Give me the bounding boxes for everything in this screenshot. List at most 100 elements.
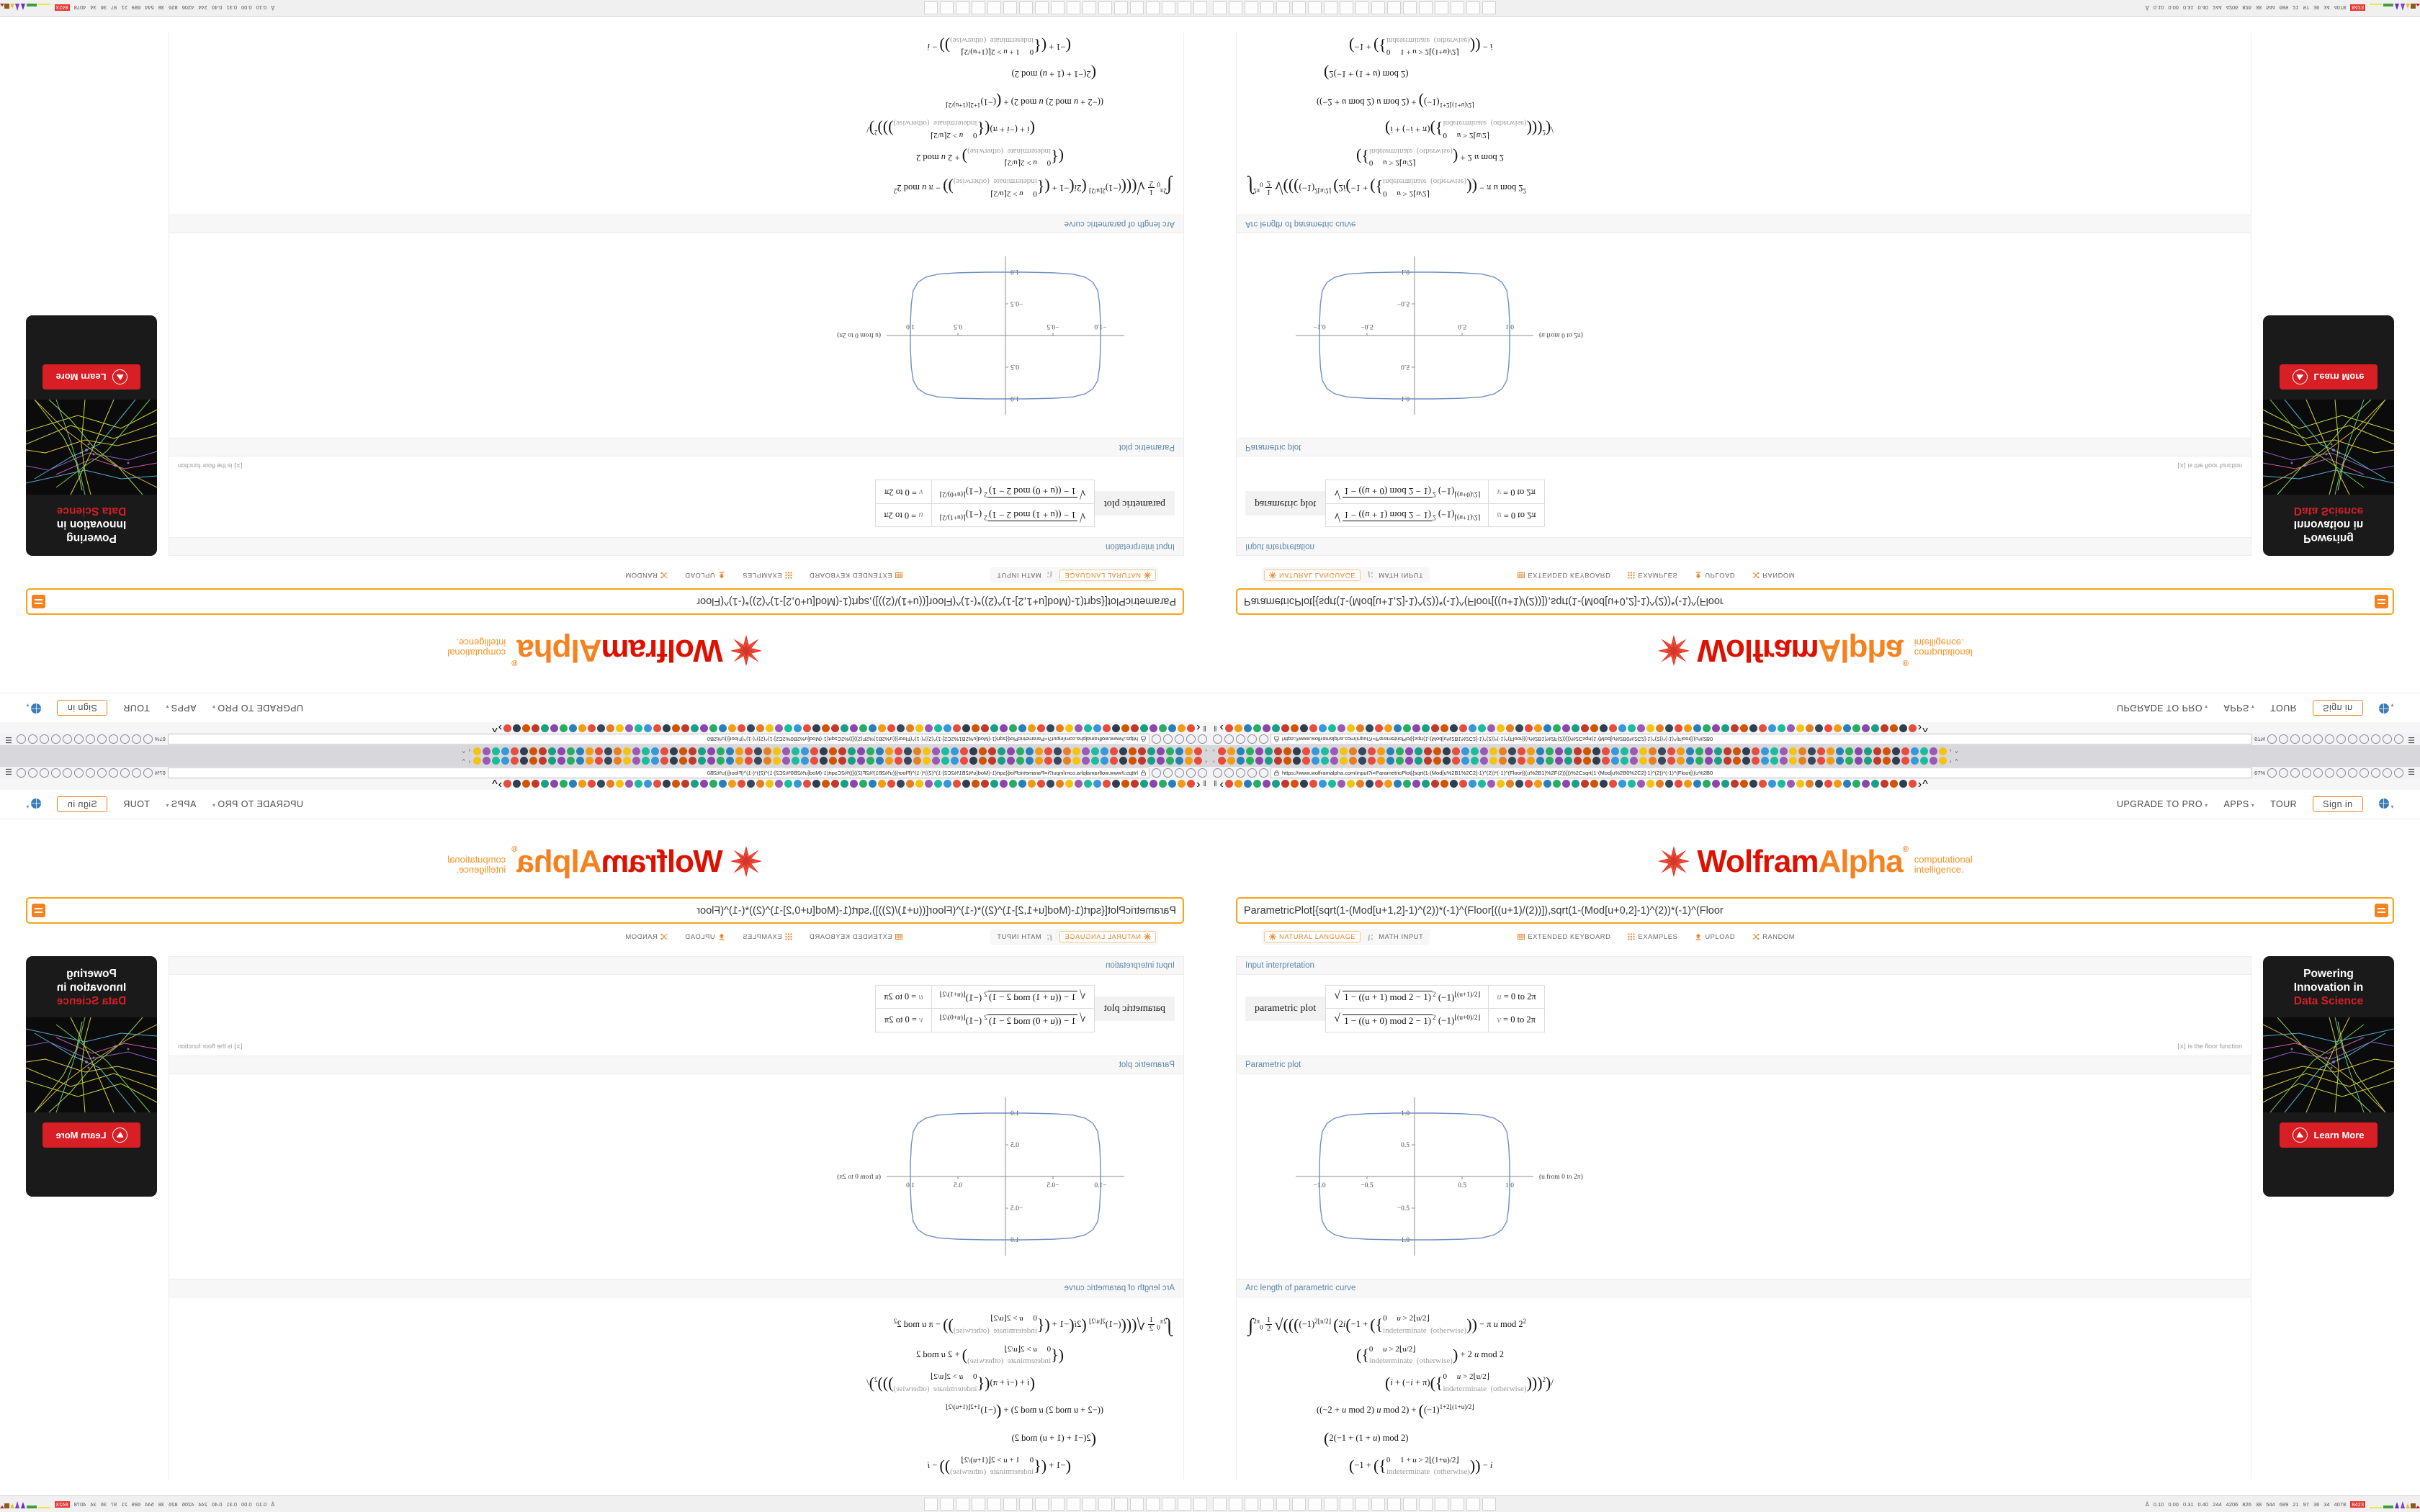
bookmark-favicon[interactable] [1028, 779, 1036, 788]
tab-favicon[interactable] [1498, 747, 1507, 756]
bookmark-favicon[interactable] [1402, 724, 1411, 733]
tab-favicon[interactable] [1404, 747, 1413, 756]
reload-icon[interactable] [1175, 734, 1184, 744]
tab-favicon[interactable] [1358, 756, 1366, 765]
bookmark-favicon[interactable] [1655, 724, 1664, 733]
bookmarks-scroll-icon[interactable]: ‹ [1196, 779, 1201, 791]
back-icon[interactable] [1198, 734, 1207, 744]
bookmark-favicon[interactable] [1786, 724, 1795, 733]
tab-scroll-left-icon[interactable]: ‹ [1205, 758, 1207, 765]
bookmark-favicon[interactable] [1711, 779, 1720, 788]
parametric-plot-chart[interactable]: −1.0 −0.5 0.5 1.0 −1.0 −0.5 0.5 1.0 (u from 0 to… [1252, 1087, 1627, 1266]
bookmark-favicon[interactable] [1889, 724, 1898, 733]
tab-favicon[interactable] [1110, 747, 1119, 756]
bookmark-favicon[interactable] [915, 724, 924, 733]
bookmark-favicon[interactable] [1150, 779, 1158, 788]
bookmark-favicon[interactable] [1571, 779, 1579, 788]
wolframalpha-logo[interactable]: WolframAlpha® computational intelligence… [447, 844, 763, 879]
tab-favicon[interactable] [1742, 747, 1750, 756]
home-icon[interactable] [1247, 734, 1257, 744]
bookmark-favicon[interactable] [1430, 724, 1439, 733]
tab-favicon[interactable] [1751, 756, 1760, 765]
taskbar-item-screenshot[interactable] [1435, 1, 1448, 14]
bookmark-favicon[interactable] [1271, 779, 1280, 788]
tab-favicon[interactable] [1320, 756, 1329, 765]
examples-button[interactable]: EXAMPLES [743, 572, 792, 579]
tab-favicon[interactable] [511, 747, 519, 756]
bookmark-favicon[interactable] [1767, 724, 1776, 733]
bookmark-favicon[interactable] [1636, 724, 1645, 733]
zoom-level[interactable]: 67% [154, 770, 166, 776]
share-icon[interactable] [2290, 734, 2300, 744]
tab-favicon[interactable] [866, 747, 875, 756]
taskbar-item-notepad[interactable] [1260, 1, 1274, 14]
bookmark-favicon[interactable] [934, 724, 943, 733]
tab-favicon[interactable] [717, 747, 725, 756]
upload-button[interactable]: UPLOAD [685, 933, 725, 940]
taskbar-item-save[interactable] [1162, 1498, 1175, 1511]
random-button[interactable]: RANDOM [1752, 933, 1795, 940]
tab-favicon-list[interactable] [472, 744, 1203, 756]
nav-upgrade-to-pro[interactable]: UPGRADE TO PRO▾ [2117, 799, 2208, 809]
bookmark-favicon[interactable] [1037, 724, 1046, 733]
bookmark-favicon[interactable] [831, 779, 840, 788]
bookmark-favicon[interactable] [1028, 724, 1036, 733]
bookmark-favicon[interactable] [1421, 779, 1430, 788]
tab-favicon[interactable] [1891, 747, 1900, 756]
tab-favicon[interactable] [1732, 747, 1741, 756]
bookmark-favicon[interactable] [1281, 724, 1289, 733]
language-selector[interactable]: ▾ [2378, 798, 2394, 811]
tab-favicon[interactable] [1175, 756, 1184, 765]
bookmark-favicon[interactable] [869, 724, 877, 733]
sidebar-advertisement[interactable]: Powering Innovation in Data Science [2263, 315, 2394, 556]
bookmark-favicon[interactable] [1252, 724, 1261, 733]
tab-favicon[interactable] [820, 747, 828, 756]
adblock-icon[interactable] [2336, 734, 2347, 744]
bookmark-folder-icon[interactable] [1259, 768, 1268, 778]
bookmark-favicon[interactable] [1571, 724, 1579, 733]
extended-keyboard-button[interactable]: EXTENDED KEYBOARD [1518, 933, 1610, 940]
bookmark-favicon[interactable] [709, 779, 718, 788]
bookmark-favicon[interactable] [1805, 779, 1814, 788]
bookmark-favicon[interactable] [663, 724, 671, 733]
tab-favicon[interactable] [1826, 756, 1834, 765]
bookmark-folder-icon[interactable] [1152, 768, 1161, 778]
bookmark-favicon[interactable] [1721, 724, 1729, 733]
bookmark-favicon[interactable] [1824, 724, 1832, 733]
bookmark-favicon[interactable] [616, 724, 624, 733]
bookmark-favicon[interactable] [1561, 724, 1570, 733]
bookmarks-more-icon[interactable]: › [1917, 721, 1922, 734]
tab-favicon[interactable] [1330, 756, 1338, 765]
tab-favicon[interactable] [576, 756, 585, 765]
taskbar-item-document[interactable] [1466, 1, 1480, 14]
tab-favicon[interactable] [1910, 747, 1919, 756]
tab-favicon[interactable] [670, 747, 678, 756]
tab-favicon[interactable] [1601, 756, 1610, 765]
bookmark-favicon[interactable] [1833, 779, 1842, 788]
bookmark-favicon[interactable] [672, 779, 681, 788]
tab-favicon[interactable] [586, 747, 594, 756]
tab-favicon[interactable] [548, 747, 557, 756]
tab-favicon[interactable] [1292, 747, 1301, 756]
tab-favicon[interactable] [1479, 756, 1488, 765]
bookmark-favicon[interactable] [1842, 779, 1851, 788]
taskbar-item-notepad[interactable] [1114, 1498, 1128, 1511]
bookmark-favicon[interactable] [1018, 724, 1027, 733]
bookmark-favicon[interactable] [644, 724, 653, 733]
bookmark-favicon[interactable] [1000, 724, 1008, 733]
tab-favicon[interactable] [1227, 756, 1235, 765]
bookmark-favicon[interactable] [1299, 779, 1308, 788]
search-query-text[interactable]: ParametricPlot[{sqrt(1-(Mod[u+1,2]-1)^(2… [696, 904, 1176, 917]
tab-favicon[interactable] [923, 747, 931, 756]
tab-favicon[interactable] [707, 756, 716, 765]
search-query-text[interactable]: ParametricPlot[{sqrt(1-(Mod[u+1,2]-1)^(2… [696, 595, 1176, 608]
bookmark-favicon[interactable] [1758, 724, 1767, 733]
tab-favicon[interactable] [520, 747, 529, 756]
examples-button[interactable]: EXAMPLES [743, 933, 792, 940]
bookmark-favicon[interactable] [803, 779, 812, 788]
sidebar-advertisement[interactable]: Powering Innovation in Data Science [26, 956, 157, 1197]
bookmark-favicon[interactable] [1515, 724, 1523, 733]
gear-icon[interactable] [2394, 734, 2404, 744]
tab-favicon[interactable] [1610, 747, 1619, 756]
tab-favicon[interactable] [642, 747, 650, 756]
